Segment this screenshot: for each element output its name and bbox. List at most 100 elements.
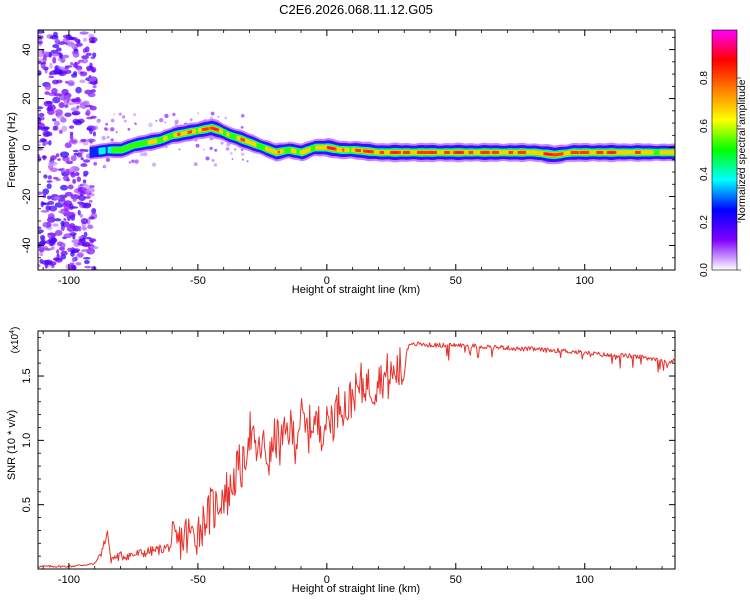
ridge-cell (155, 138, 158, 144)
ridge-cell (232, 133, 235, 140)
ridge-cell (361, 148, 364, 154)
ridge-cell (553, 153, 556, 157)
spectrogram-x-label: Height of straight line (km) (292, 284, 420, 296)
noise-blob (83, 37, 87, 42)
ridge-cell (264, 146, 267, 151)
noise-blob (46, 183, 52, 189)
noise-blob (49, 261, 57, 266)
ridge-cell (402, 150, 405, 154)
ridge-cell (437, 150, 440, 155)
ridge-cell (529, 150, 532, 155)
ridge-cell (662, 150, 664, 155)
speckle (118, 112, 122, 116)
ridge-cell (444, 150, 447, 154)
speckle (240, 148, 244, 152)
noise-blob (89, 246, 99, 250)
ridge-cell (119, 147, 122, 153)
ridge-cell (332, 147, 334, 150)
ridge-cell (542, 151, 545, 156)
noise-blob (43, 100, 53, 107)
ridge-cell (320, 145, 323, 150)
ridge-cell (355, 148, 358, 152)
ridge-cell (239, 136, 242, 142)
ridge-cell (614, 150, 617, 154)
ridge-cell (236, 135, 239, 140)
ridge-cell (667, 150, 670, 155)
ridge-cell (353, 147, 356, 153)
ridge-cell (219, 128, 222, 134)
ridge-cell (223, 129, 226, 136)
ridge-cell (520, 150, 523, 154)
ridge-cell (396, 150, 399, 155)
ridge-cell (271, 148, 274, 154)
noise-blob (48, 72, 53, 76)
ridge-cell (276, 149, 279, 155)
ridge-cell (235, 134, 238, 141)
noise-blob (88, 77, 97, 82)
noise-blob (77, 241, 87, 246)
speckle (110, 138, 114, 142)
ridge-cell (161, 136, 164, 143)
noise-blob (60, 250, 68, 256)
ridge-cell (623, 150, 626, 155)
ridge-cell (637, 150, 640, 154)
ridge-cell (579, 150, 582, 154)
noise-blob (38, 156, 42, 162)
noise-blob (90, 56, 96, 60)
noise-blob (43, 174, 48, 179)
ridge-cell (588, 150, 591, 155)
ridge-cell (653, 149, 655, 156)
noise-blob (55, 79, 63, 84)
ridge-cell (342, 148, 345, 152)
x-tick-label: 0 (324, 574, 330, 586)
ridge-cell (669, 150, 672, 155)
noise-blob (38, 50, 44, 58)
ridge-cell (525, 150, 528, 155)
speckle (123, 119, 127, 123)
ridge-cell (606, 150, 609, 154)
noise-blob (47, 109, 55, 115)
x-tick-label: -50 (190, 574, 206, 586)
ridge-cell (112, 147, 115, 153)
ridge-cell (187, 130, 190, 134)
noise-blob (91, 265, 97, 270)
noise-blob (66, 40, 74, 47)
ridge-cell (374, 149, 377, 155)
noise-blob (68, 139, 78, 144)
ridge-cell (275, 150, 278, 155)
ridge-cell (241, 138, 244, 142)
ridge-cell (114, 147, 116, 153)
ridge-cell (111, 147, 114, 153)
ridge-cell (636, 150, 639, 154)
noise-blob (61, 88, 69, 96)
ridge-cell (433, 150, 436, 154)
ridge-cell (137, 141, 140, 148)
ridge-cell (548, 153, 551, 156)
ridge-cell (445, 150, 448, 154)
ridge-cell (138, 141, 141, 147)
ridge-cell (600, 150, 603, 154)
y-tick-label: 1.5 (21, 368, 33, 383)
speckle (139, 152, 145, 157)
ridge-cell (441, 150, 444, 155)
ridge-cell (528, 150, 530, 155)
ridge-cell (375, 149, 378, 155)
ridge-cell (146, 139, 149, 146)
noise-blob (89, 105, 97, 111)
y-tick-label: 1.0 (21, 433, 33, 448)
noise-blob (48, 140, 52, 146)
noise-blob (77, 209, 81, 216)
noise-blob (53, 196, 61, 200)
spectrogram-x-ticks: -100 -50 0 50 100 (42, 30, 663, 287)
ridge-cell (607, 150, 610, 154)
ridge-cell (285, 147, 288, 154)
ridge-cell (173, 132, 176, 138)
speckle (241, 158, 244, 161)
colorbar-tick-label: 0.4 (699, 167, 710, 181)
ridge-cell (417, 150, 419, 154)
speckle (172, 112, 176, 117)
noise-blob (88, 200, 93, 203)
noise-blob (65, 264, 71, 270)
ridge-cell (397, 150, 400, 154)
noise-blob (38, 226, 42, 230)
